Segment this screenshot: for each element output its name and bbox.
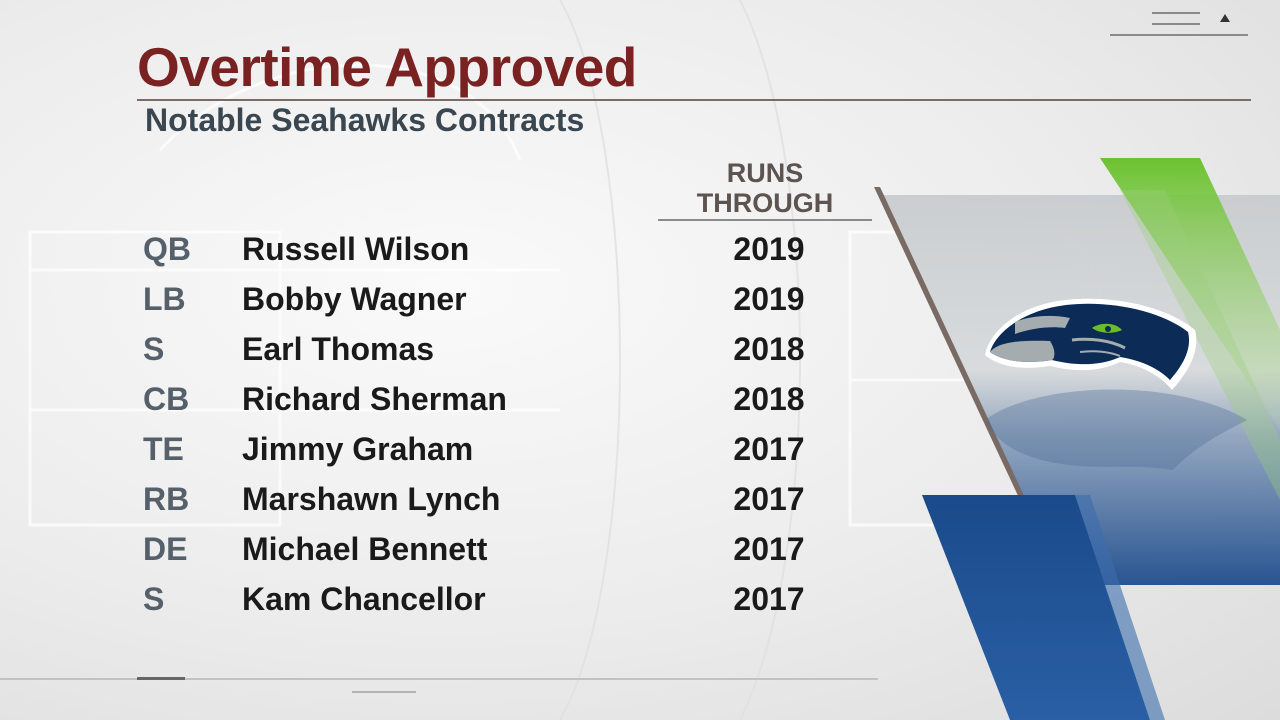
player-name: Kam Chancellor: [242, 581, 486, 617]
table-row: CB Richard Sherman 2018: [0, 373, 880, 423]
contract-year: 2017: [733, 531, 805, 567]
table-row: S Earl Thomas 2018: [0, 323, 880, 373]
table-row: QB Russell Wilson 2019: [0, 223, 880, 273]
bottom-divider: [0, 678, 878, 680]
column-header-line-2: THROUGH: [696, 188, 834, 218]
player-name: Bobby Wagner: [242, 281, 467, 317]
player-name: Marshawn Lynch: [242, 481, 501, 517]
player-position: RB: [143, 481, 190, 517]
player-name: Earl Thomas: [242, 331, 435, 367]
player-name: Jimmy Graham: [242, 431, 474, 467]
table-row: RB Marshawn Lynch 2017: [0, 473, 880, 523]
player-position: S: [143, 331, 165, 367]
contract-year: 2018: [733, 331, 805, 367]
player-name: Richard Sherman: [242, 381, 507, 417]
corner-decoration: [1108, 10, 1248, 40]
contract-year: 2017: [733, 481, 805, 517]
seahawks-logo-icon: [985, 298, 1197, 390]
column-header-runs-through: RUNS THROUGH: [658, 158, 872, 218]
player-position: TE: [143, 431, 184, 467]
page-title: Overtime Approved: [137, 36, 637, 98]
contract-year: 2017: [733, 581, 805, 617]
player-position: LB: [143, 281, 186, 317]
table-row: DE Michael Bennett 2017: [0, 523, 880, 573]
player-position: S: [143, 581, 165, 617]
title-divider: [137, 99, 1251, 101]
table-row: TE Jimmy Graham 2017: [0, 423, 880, 473]
player-name: Michael Bennett: [242, 531, 488, 567]
player-position: DE: [143, 531, 188, 567]
column-header-divider: [658, 219, 872, 221]
player-position: CB: [143, 381, 190, 417]
page-subtitle: Notable Seahawks Contracts: [145, 102, 585, 138]
contract-year: 2018: [733, 381, 805, 417]
contract-year: 2019: [733, 281, 805, 317]
up-arrow-icon: [1220, 14, 1230, 22]
player-name: Russell Wilson: [242, 231, 470, 267]
player-position: QB: [143, 231, 191, 267]
table-row: S Kam Chancellor 2017: [0, 573, 880, 623]
table-row: LB Bobby Wagner 2019: [0, 273, 880, 323]
bottom-short-line: [352, 691, 416, 693]
contract-year: 2019: [733, 231, 805, 267]
bottom-accent-line: [137, 677, 185, 680]
contract-year: 2017: [733, 431, 805, 467]
column-header-line-1: RUNS: [726, 158, 804, 188]
